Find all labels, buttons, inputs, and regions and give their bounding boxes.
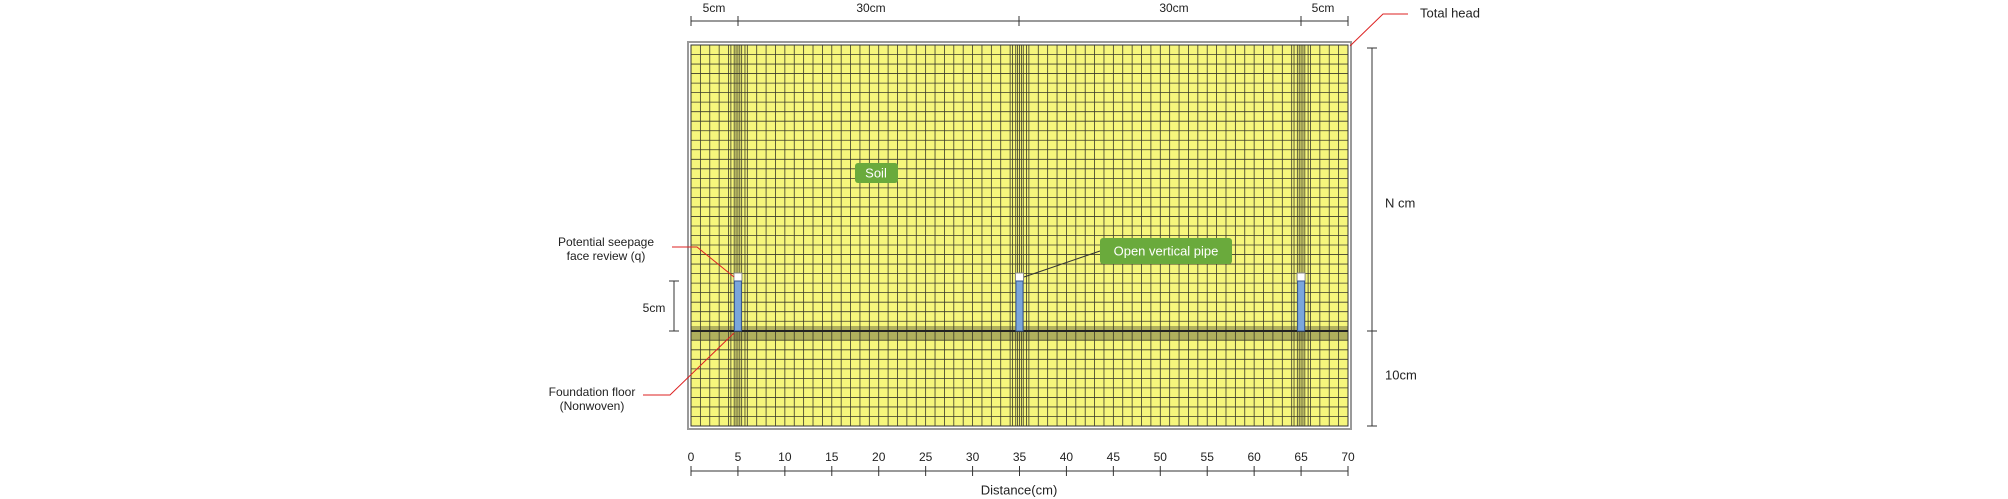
mesh — [687, 41, 1352, 430]
dimension-label: 5cm — [1312, 1, 1335, 15]
x-tick-label: 0 — [688, 450, 695, 464]
mesh-border — [687, 41, 1352, 430]
pipe-callout — [1100, 238, 1232, 264]
leader-line — [1023, 250, 1101, 278]
x-tick-label: 45 — [1107, 450, 1121, 464]
leader-line — [643, 332, 735, 396]
seepage-label: face review (q) — [567, 249, 646, 263]
floor-label: Foundation floor — [549, 385, 636, 399]
x-tick-label: 15 — [825, 450, 839, 464]
seepage-label: Potential seepage — [558, 235, 654, 249]
x-tick-label: 35 — [1013, 450, 1027, 464]
dimension-ticks — [690, 16, 1349, 26]
x-tick-label: 50 — [1154, 450, 1168, 464]
x-tick-label: 30 — [966, 450, 980, 464]
pipe-top — [1015, 272, 1024, 282]
mesh-lines — [691, 45, 1348, 426]
leader-line — [1349, 13, 1408, 47]
pipe-top — [1296, 272, 1306, 282]
depth-label: N cm — [1385, 195, 1415, 210]
pipe-label: Open vertical pipe — [1114, 243, 1219, 258]
x-tick-label: 10 — [778, 450, 792, 464]
x-tick-label: 60 — [1247, 450, 1261, 464]
x-tick-label: 55 — [1201, 450, 1215, 464]
pipe-top — [733, 272, 743, 282]
x-tick-label: 25 — [919, 450, 933, 464]
depth-label: 10cm — [1385, 367, 1417, 382]
leader-line — [672, 246, 735, 278]
dimension-label: 30cm — [1159, 1, 1188, 15]
pipe — [733, 280, 742, 332]
dimension-label: 5cm — [703, 1, 726, 15]
floor-label: (Nonwoven) — [560, 399, 625, 413]
total-head-label: Total head — [1420, 5, 1480, 20]
x-tick-label: 70 — [1341, 450, 1355, 464]
pipe — [1297, 280, 1306, 332]
soil-callout — [855, 163, 898, 183]
x-tick-label: 20 — [872, 450, 886, 464]
x-tick-label: 65 — [1294, 450, 1308, 464]
dimension-ticks — [1367, 47, 1377, 427]
soil-label: Soil — [865, 165, 887, 180]
x-tick-label: 5 — [735, 450, 742, 464]
pipe — [1015, 280, 1024, 332]
dimension-label: 30cm — [856, 1, 885, 15]
x-axis-label: Distance(cm) — [981, 482, 1058, 497]
pipe-height-label: 5cm — [643, 301, 666, 315]
x-tick-label: 40 — [1060, 450, 1074, 464]
